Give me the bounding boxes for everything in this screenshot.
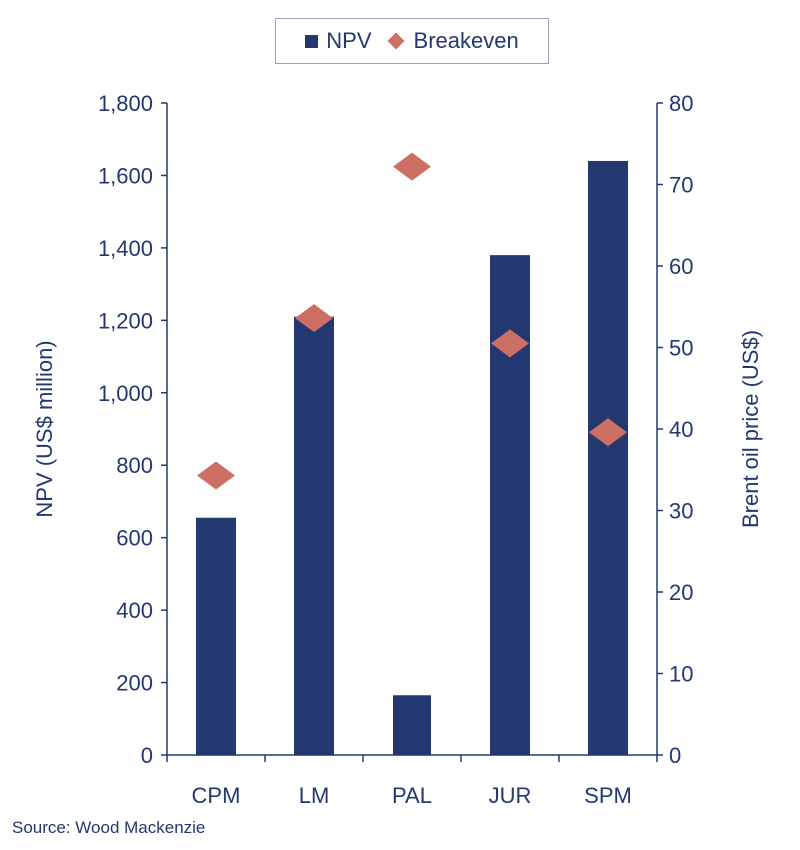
legend: NPV Breakeven bbox=[275, 18, 549, 64]
legend-npv-label: NPV bbox=[326, 28, 372, 53]
left-tick-label: 400 bbox=[116, 598, 153, 623]
right-tick-label: 20 bbox=[669, 580, 693, 605]
breakeven-marker-cpm bbox=[197, 461, 235, 490]
breakeven-marker-spm bbox=[589, 418, 627, 447]
left-tick-label: 1,000 bbox=[98, 381, 153, 406]
right-tick-label: 0 bbox=[669, 743, 681, 768]
left-tick-label: 1,200 bbox=[98, 308, 153, 333]
right-tick-label: 30 bbox=[669, 499, 693, 524]
right-tick-label: 80 bbox=[669, 91, 693, 116]
category-label: SPM bbox=[584, 783, 632, 808]
breakeven-marker-jur bbox=[491, 329, 529, 358]
left-tick-label: 0 bbox=[141, 743, 153, 768]
right-axis-title: Brent oil price (US$) bbox=[738, 330, 763, 528]
right-tick-label: 50 bbox=[669, 336, 693, 361]
npv-bar-cpm bbox=[196, 517, 236, 755]
breakeven-marker-lm bbox=[295, 304, 333, 333]
source-note: Source: Wood Mackenzie bbox=[12, 818, 206, 837]
left-tick-label: 1,400 bbox=[98, 236, 153, 261]
npv-bar-lm bbox=[294, 316, 334, 755]
right-tick-label: 40 bbox=[669, 417, 693, 442]
left-tick-label: 1,600 bbox=[98, 163, 153, 188]
legend-breakeven-label: Breakeven bbox=[413, 28, 519, 53]
left-tick-label: 800 bbox=[116, 453, 153, 478]
category-label: JUR bbox=[489, 783, 532, 808]
npv-bar-pal bbox=[393, 695, 431, 755]
npv-bar-spm bbox=[588, 160, 628, 755]
left-tick-label: 1,800 bbox=[98, 91, 153, 116]
category-label: LM bbox=[299, 783, 330, 808]
right-tick-label: 60 bbox=[669, 254, 693, 279]
left-tick-label: 600 bbox=[116, 526, 153, 551]
left-tick-label: 200 bbox=[116, 671, 153, 696]
right-tick-label: 10 bbox=[669, 662, 693, 687]
right-tick-label: 70 bbox=[669, 173, 693, 198]
left-axis-title: NPV (US$ million) bbox=[32, 340, 57, 517]
breakeven-marker-pal bbox=[393, 152, 431, 181]
category-label: PAL bbox=[392, 783, 432, 808]
legend-npv-swatch bbox=[305, 34, 319, 48]
category-label: CPM bbox=[192, 783, 241, 808]
